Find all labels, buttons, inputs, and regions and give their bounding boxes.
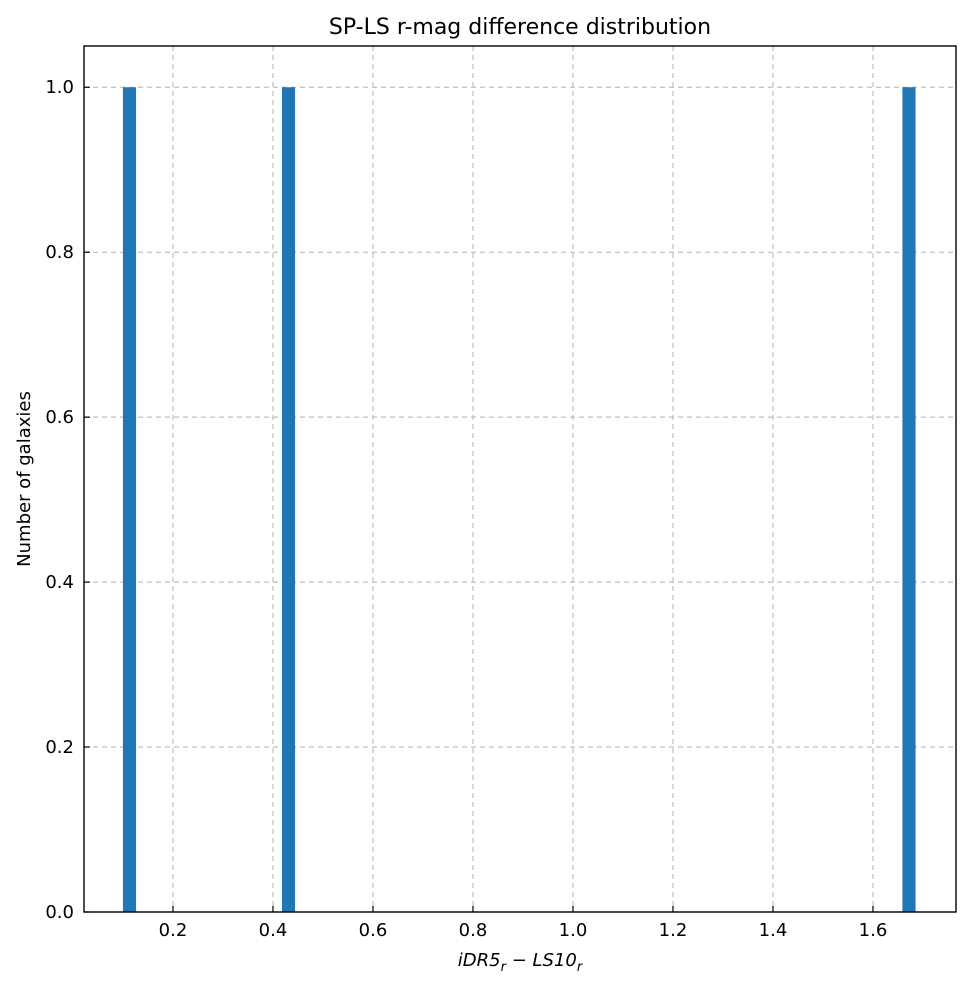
plot-frame: [83, 45, 957, 913]
x-tick-label: 0.6: [359, 920, 388, 941]
x-label-part-1: iDR5: [458, 950, 501, 971]
y-tick-label: 1.0: [45, 77, 74, 98]
grid-layer: [84, 46, 956, 913]
x-label-minus: −: [506, 950, 533, 971]
x-tick-label: 1.2: [659, 920, 688, 941]
x-label-part-2: LS10: [533, 950, 577, 971]
chart-title: SP-LS r-mag difference distribution: [329, 15, 711, 40]
histogram-bar: [122, 87, 137, 912]
x-tick-label: 0.4: [259, 920, 288, 941]
histogram-bar: [281, 87, 296, 912]
bars-layer: [122, 87, 916, 912]
x-tick-label: 1.0: [559, 920, 588, 941]
y-tick-label: 0.2: [45, 737, 74, 758]
y-tick-label: 0.8: [45, 242, 74, 263]
y-axis-label: Number of galaxies: [14, 391, 35, 567]
x-tick-label: 0.8: [459, 920, 488, 941]
y-tick-label: 0.6: [45, 407, 74, 428]
ticks-layer: 0.2 0.4 0.6 0.8 1.0 1.2 1.4 1.6 0.0 0.2 0.4 0.6 0.8 1…: [45, 77, 887, 941]
x-tick-label: 0.2: [159, 920, 188, 941]
x-label-sub-2: r: [577, 960, 584, 975]
x-tick-label: 1.4: [759, 920, 788, 941]
x-label-sub-1: r: [501, 960, 508, 975]
y-tick-label: 0.4: [45, 572, 74, 593]
x-tick-label: 1.6: [859, 920, 888, 941]
y-tick-label: 0.0: [45, 902, 74, 923]
x-axis-label: iDR5r − LS10r: [458, 950, 584, 975]
histogram-bar: [902, 87, 916, 912]
